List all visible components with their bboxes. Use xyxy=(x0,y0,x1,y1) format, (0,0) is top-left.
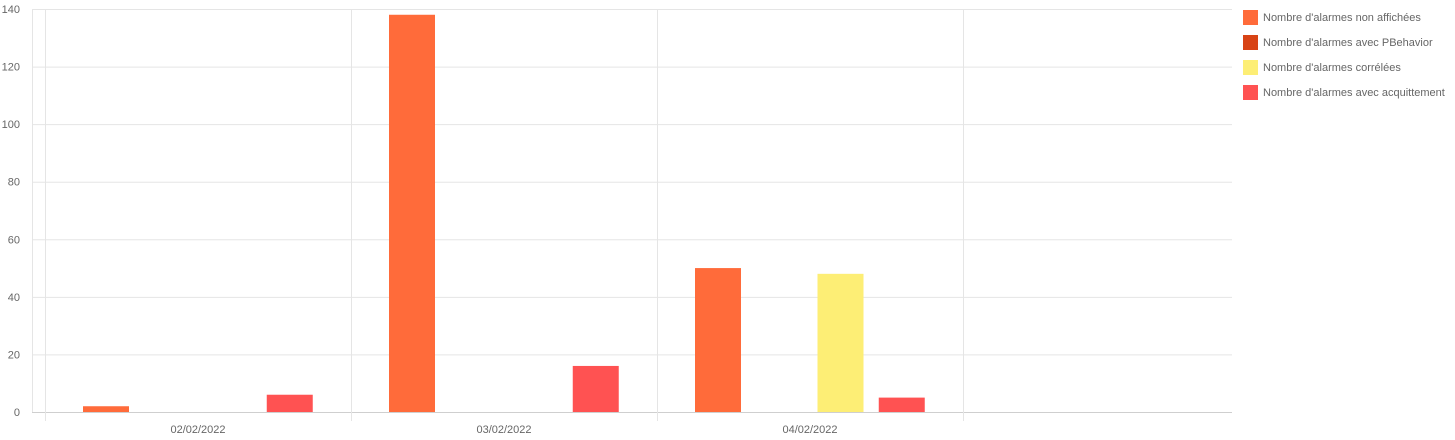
legend-label: Nombre d'alarmes corrélées xyxy=(1263,61,1401,74)
bar[interactable] xyxy=(817,273,864,412)
x-tick-label: 03/02/2022 xyxy=(476,424,531,436)
bar-chart: 0 20 40 60 80 100 120 140 02/02/2022 03/02/2022 04… xyxy=(2,4,1232,436)
legend-swatch xyxy=(1243,60,1258,75)
legend-item[interactable]: Nombre d'alarmes corrélées xyxy=(1243,60,1453,75)
x-tick-label: 04/02/2022 xyxy=(782,424,837,436)
bar[interactable] xyxy=(878,397,925,412)
y-tick-label: 100 xyxy=(2,119,20,131)
legend-swatch xyxy=(1243,35,1258,50)
legend-item[interactable]: Nombre d'alarmes avec acquittement xyxy=(1243,85,1453,100)
legend-swatch xyxy=(1243,10,1258,25)
legend-item[interactable]: Nombre d'alarmes avec PBehavior xyxy=(1243,35,1453,50)
y-tick-label: 80 xyxy=(8,177,20,189)
bar[interactable] xyxy=(389,14,435,413)
legend-label: Nombre d'alarmes avec PBehavior xyxy=(1263,36,1433,49)
y-tick-label: 20 xyxy=(8,349,20,361)
legend-label: Nombre d'alarmes avec acquittement xyxy=(1263,86,1445,99)
y-tick-label: 120 xyxy=(2,62,20,74)
chart-legend: Nombre d'alarmes non affichées Nombre d'a… xyxy=(1243,10,1453,110)
chart-grid xyxy=(32,9,1232,421)
legend-item[interactable]: Nombre d'alarmes non affichées xyxy=(1243,10,1453,25)
chart-tick-labels: 0 20 40 60 80 100 120 140 02/02/2022 03/02/2022 04… xyxy=(2,4,838,436)
bar[interactable] xyxy=(572,365,619,412)
bar[interactable] xyxy=(266,394,313,412)
legend-swatch xyxy=(1243,85,1258,100)
x-tick-label: 02/02/2022 xyxy=(170,424,225,436)
legend-label: Nombre d'alarmes non affichées xyxy=(1263,11,1421,24)
bar[interactable] xyxy=(83,406,129,412)
bar[interactable] xyxy=(695,268,741,412)
chart-bars xyxy=(83,14,925,413)
y-tick-label: 140 xyxy=(2,4,20,16)
y-tick-label: 0 xyxy=(14,407,20,419)
y-tick-label: 60 xyxy=(8,234,20,246)
y-tick-label: 40 xyxy=(8,292,20,304)
